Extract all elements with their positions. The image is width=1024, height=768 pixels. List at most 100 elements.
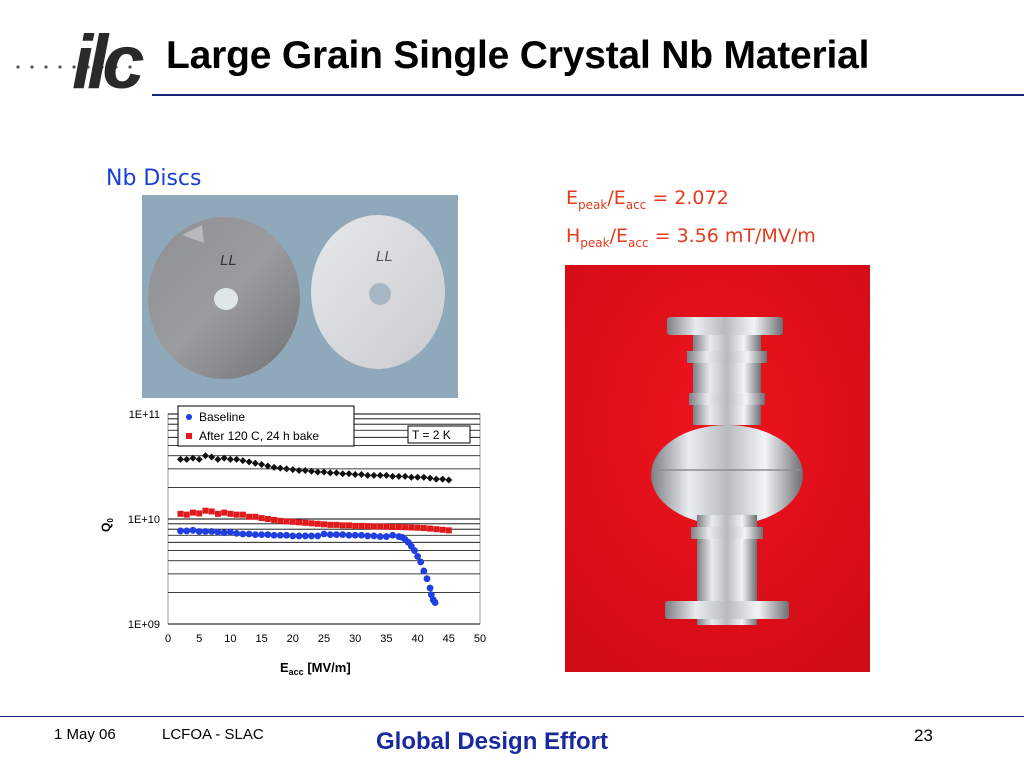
discs-label: Nb Discs — [106, 166, 202, 191]
data-point — [339, 531, 347, 539]
data-point — [333, 531, 340, 539]
data-point — [417, 558, 425, 566]
ilc-logo: ilc — [16, 20, 148, 94]
data-point — [214, 455, 222, 463]
data-point — [264, 462, 272, 470]
data-point — [177, 527, 184, 535]
data-point — [208, 528, 216, 535]
data-point — [314, 532, 322, 540]
data-point — [176, 455, 184, 463]
y-tick-label: 1E+10 — [128, 514, 160, 526]
data-point — [214, 528, 222, 536]
data-point — [295, 532, 303, 540]
data-point — [189, 454, 197, 462]
data-point — [270, 531, 278, 539]
data-point — [314, 520, 321, 527]
data-point — [302, 519, 309, 526]
data-point — [195, 455, 203, 463]
data-point — [183, 511, 190, 518]
data-point — [208, 508, 215, 515]
hpeak-eacc-ratio: Hpeak/Eacc = 3.56 mT/MV/m — [566, 225, 816, 250]
annotation-text: T = 2 K — [412, 428, 451, 442]
data-point — [314, 468, 322, 476]
data-point — [283, 465, 291, 473]
data-point — [345, 531, 353, 539]
data-point — [245, 530, 253, 538]
data-point — [439, 475, 447, 483]
data-point — [308, 520, 315, 527]
footer-rule — [0, 716, 1024, 717]
data-point — [326, 469, 334, 477]
data-point — [420, 567, 428, 575]
data-point — [245, 458, 253, 466]
data-point — [283, 531, 290, 539]
data-point — [389, 523, 396, 530]
light-disc-hole — [369, 283, 391, 305]
data-point — [414, 553, 421, 560]
legend-label-bake: After 120 C, 24 h bake — [199, 429, 319, 443]
page-number: 23 — [914, 726, 933, 745]
data-point — [208, 453, 216, 461]
data-point — [239, 530, 247, 538]
data-point — [295, 466, 303, 474]
data-point — [321, 521, 327, 528]
legend: Baseline After 120 C, 24 h bake — [177, 405, 355, 447]
data-point — [227, 510, 234, 517]
data-point — [445, 476, 453, 484]
data-point — [327, 521, 334, 528]
footer-title: Global Design Effort — [376, 728, 609, 755]
data-point — [339, 470, 347, 478]
footer-event: LCFOA - SLAC — [162, 726, 264, 743]
data-point — [351, 471, 359, 479]
footer-date: 1 May 06 — [54, 726, 116, 743]
epeak-eacc-ratio: Epeak/Eacc = 2.072 — [566, 187, 729, 212]
data-point — [332, 469, 340, 477]
data-point — [276, 531, 284, 539]
data-point — [414, 473, 422, 481]
legend-marker-bake — [186, 433, 192, 439]
series-diamond — [176, 452, 453, 484]
data-point — [370, 523, 377, 530]
data-point — [251, 531, 259, 539]
data-point — [226, 455, 234, 463]
data-point — [389, 531, 397, 539]
x-axis-label: Eacc [MV/m] — [280, 660, 351, 677]
data-point — [326, 531, 334, 539]
data-point — [277, 517, 284, 524]
data-point — [221, 509, 228, 516]
data-point — [252, 513, 259, 520]
data-point — [289, 466, 297, 474]
data-point — [401, 472, 409, 480]
x-tick-label: 20 — [287, 633, 299, 645]
data-point — [426, 474, 434, 482]
data-point — [407, 473, 415, 481]
legend-label-baseline: Baseline — [199, 410, 245, 424]
data-point — [339, 522, 346, 529]
data-point — [389, 472, 397, 480]
x-tick-label: 10 — [224, 633, 236, 645]
data-point — [239, 511, 246, 518]
data-point — [289, 518, 296, 525]
data-point — [227, 528, 234, 536]
data-point — [351, 531, 359, 539]
cavity-photo — [565, 265, 870, 672]
data-point — [370, 532, 378, 540]
cavity-cell — [651, 425, 803, 525]
y-tick-label: 1E+11 — [129, 409, 160, 421]
upper-tube — [693, 335, 761, 425]
data-point — [189, 509, 196, 516]
logo-dots — [16, 65, 132, 69]
series-square — [177, 507, 452, 534]
data-point — [233, 529, 241, 537]
data-point — [251, 459, 259, 467]
data-point — [320, 468, 328, 476]
data-point — [202, 507, 209, 514]
data-point — [301, 532, 309, 540]
data-point — [431, 599, 439, 606]
data-point — [189, 526, 197, 534]
data-point — [270, 463, 278, 471]
y-tick-label: 1E+09 — [128, 619, 160, 631]
light-disc-mark: LL — [376, 248, 393, 265]
data-point — [345, 470, 353, 478]
